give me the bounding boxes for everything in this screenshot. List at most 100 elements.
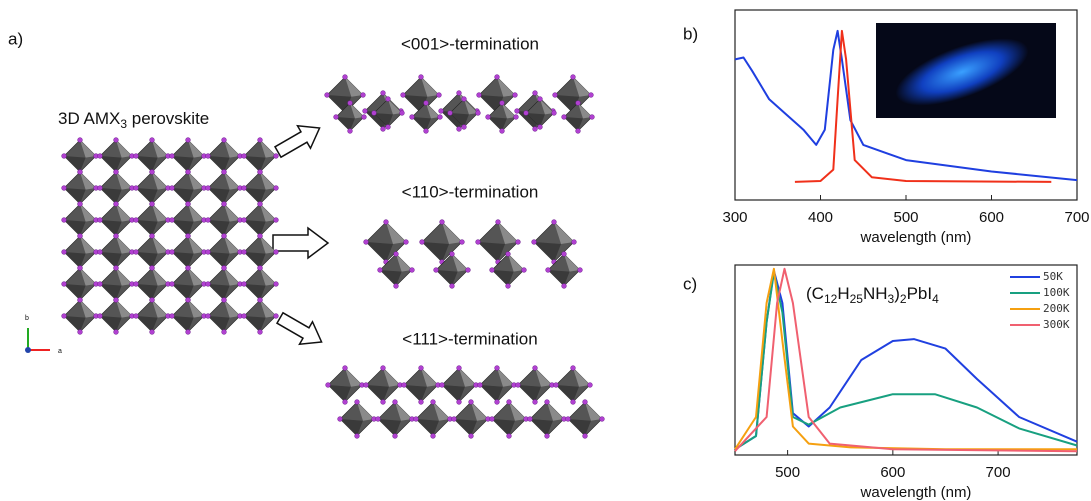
title-part: 25	[850, 292, 864, 306]
atom	[546, 268, 551, 273]
atom	[393, 434, 398, 439]
atom	[452, 417, 457, 422]
x-tick-label: 500	[775, 464, 800, 481]
octahedron	[414, 400, 453, 439]
panel-label: a)	[8, 29, 23, 48]
atom	[114, 202, 119, 207]
atom	[98, 186, 103, 191]
atom	[348, 101, 353, 106]
octahedron	[62, 138, 99, 175]
atom	[381, 400, 386, 405]
x-tick-label: 700	[986, 464, 1011, 481]
atom	[477, 93, 482, 98]
atom	[222, 170, 227, 175]
atom	[186, 298, 191, 303]
atom	[419, 75, 424, 80]
atom	[588, 383, 593, 388]
atom	[376, 417, 381, 422]
octahedron	[532, 220, 577, 265]
atom	[440, 220, 445, 225]
atom	[62, 282, 67, 287]
atom	[457, 400, 462, 405]
atom	[274, 154, 279, 159]
atom	[98, 250, 103, 255]
atom	[386, 97, 391, 102]
atom	[440, 383, 445, 388]
atom	[326, 383, 331, 388]
atom	[553, 93, 558, 98]
octahedron	[170, 170, 207, 207]
atom	[578, 268, 583, 273]
atom	[170, 282, 175, 287]
legend-label: 50K	[1043, 270, 1063, 283]
octahedron	[364, 220, 409, 265]
atom	[495, 400, 500, 405]
atom	[414, 417, 419, 422]
atom	[348, 129, 353, 134]
octahedron	[134, 298, 171, 335]
x-tick-label: 700	[1064, 209, 1089, 226]
atom	[361, 93, 366, 98]
octahedron	[98, 202, 135, 239]
octahedron	[170, 266, 207, 303]
atom	[222, 298, 227, 303]
atom	[576, 129, 581, 134]
octahedron	[554, 366, 593, 405]
octahedron	[242, 298, 279, 335]
atom	[206, 314, 211, 319]
atom	[206, 154, 211, 159]
panel-label: b)	[683, 24, 698, 43]
atom	[410, 115, 415, 120]
octahedron	[206, 266, 243, 303]
atom	[206, 218, 211, 223]
atom	[364, 383, 369, 388]
atom	[507, 400, 512, 405]
atom	[496, 220, 501, 225]
atom	[572, 240, 577, 245]
atom	[462, 125, 467, 130]
atom	[522, 268, 527, 273]
atom	[401, 93, 406, 98]
octahedron	[364, 366, 403, 405]
legend-label: 300K	[1043, 318, 1070, 331]
axis-label: b	[25, 315, 29, 322]
atom	[372, 111, 377, 116]
octahedron	[62, 202, 99, 239]
atom	[571, 366, 576, 371]
atom	[381, 127, 386, 132]
atom	[258, 202, 263, 207]
octahedron	[242, 138, 279, 175]
atom	[562, 284, 567, 289]
x-tick-label: 500	[893, 209, 918, 226]
x-tick-label: 300	[722, 209, 747, 226]
title-part: 4	[932, 292, 939, 306]
atom	[571, 75, 576, 80]
atom	[150, 170, 155, 175]
atom	[583, 400, 588, 405]
atom	[583, 434, 588, 439]
figure: a) 3D AMX3 perovskite <001>-termination …	[0, 0, 1091, 501]
atom	[206, 250, 211, 255]
atom	[170, 250, 175, 255]
atom	[325, 93, 330, 98]
atom	[490, 268, 495, 273]
atom	[186, 170, 191, 175]
atom	[170, 314, 175, 319]
atom	[343, 75, 348, 80]
octahedron	[566, 400, 605, 439]
atom	[134, 282, 139, 287]
octahedron	[206, 298, 243, 335]
atom	[506, 284, 511, 289]
octahedron	[452, 400, 491, 439]
title-part: H	[837, 284, 849, 303]
atom	[134, 314, 139, 319]
atom	[186, 202, 191, 207]
octahedron	[338, 400, 377, 439]
atom	[506, 252, 511, 257]
atom	[571, 400, 576, 405]
termination-label: <110>-termination	[402, 182, 539, 201]
atom	[469, 434, 474, 439]
octahedron	[134, 138, 171, 175]
atom	[562, 252, 567, 257]
atom	[457, 366, 462, 371]
